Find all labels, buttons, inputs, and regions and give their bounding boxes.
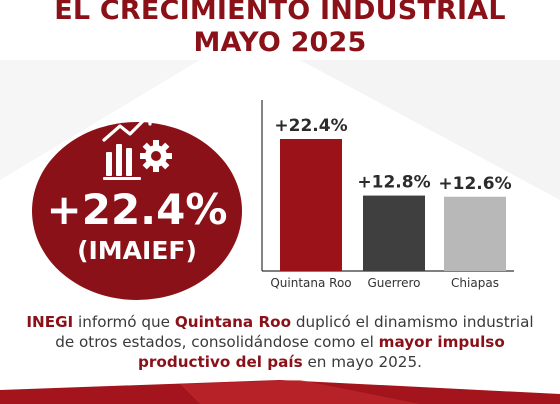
highlight-circle — [32, 122, 242, 300]
desc-inegi: INEGI — [26, 313, 74, 331]
bar-quintana-roo — [280, 139, 342, 271]
title-line-2: MAYO 2025 — [193, 27, 367, 58]
bg-shape-right — [300, 60, 560, 200]
bar-chart: +22.4% Quintana Roo +12.8% Guerrero +12.6% Ch… — [261, 100, 514, 290]
title-line-1: EL CRECIMIENTO INDUSTRIAL — [54, 0, 506, 26]
value-label-guerrero: +12.8% — [357, 173, 430, 193]
desc-mayor-impulso: mayor impulso productivo del país — [138, 333, 505, 371]
industry-growth-icon — [102, 112, 172, 180]
desc-part-2: informó que — [73, 313, 175, 331]
bar-guerrero — [363, 195, 425, 271]
desc-part-6: en mayo 2025. — [302, 353, 422, 371]
description-text: INEGI informó que Quintana Roo duplicó e… — [20, 312, 540, 372]
highlight-label: (IMAIEF) — [77, 236, 197, 265]
category-label-quintana-roo: Quintana Roo — [270, 276, 351, 290]
desc-part-4: duplicó el dinamismo industrial de otros… — [55, 313, 534, 351]
bg-shape-left — [0, 60, 200, 180]
value-label-quintana-roo: +22.4% — [274, 116, 347, 136]
category-label-chiapas: Chiapas — [451, 276, 499, 290]
desc-quintana-roo: Quintana Roo — [174, 313, 292, 331]
highlight-value: +22.4% — [46, 185, 228, 234]
bottom-band-highlight — [180, 380, 420, 404]
value-label-chiapas: +12.6% — [438, 174, 511, 194]
category-label-guerrero: Guerrero — [367, 276, 420, 290]
bar-chiapas — [444, 196, 506, 271]
